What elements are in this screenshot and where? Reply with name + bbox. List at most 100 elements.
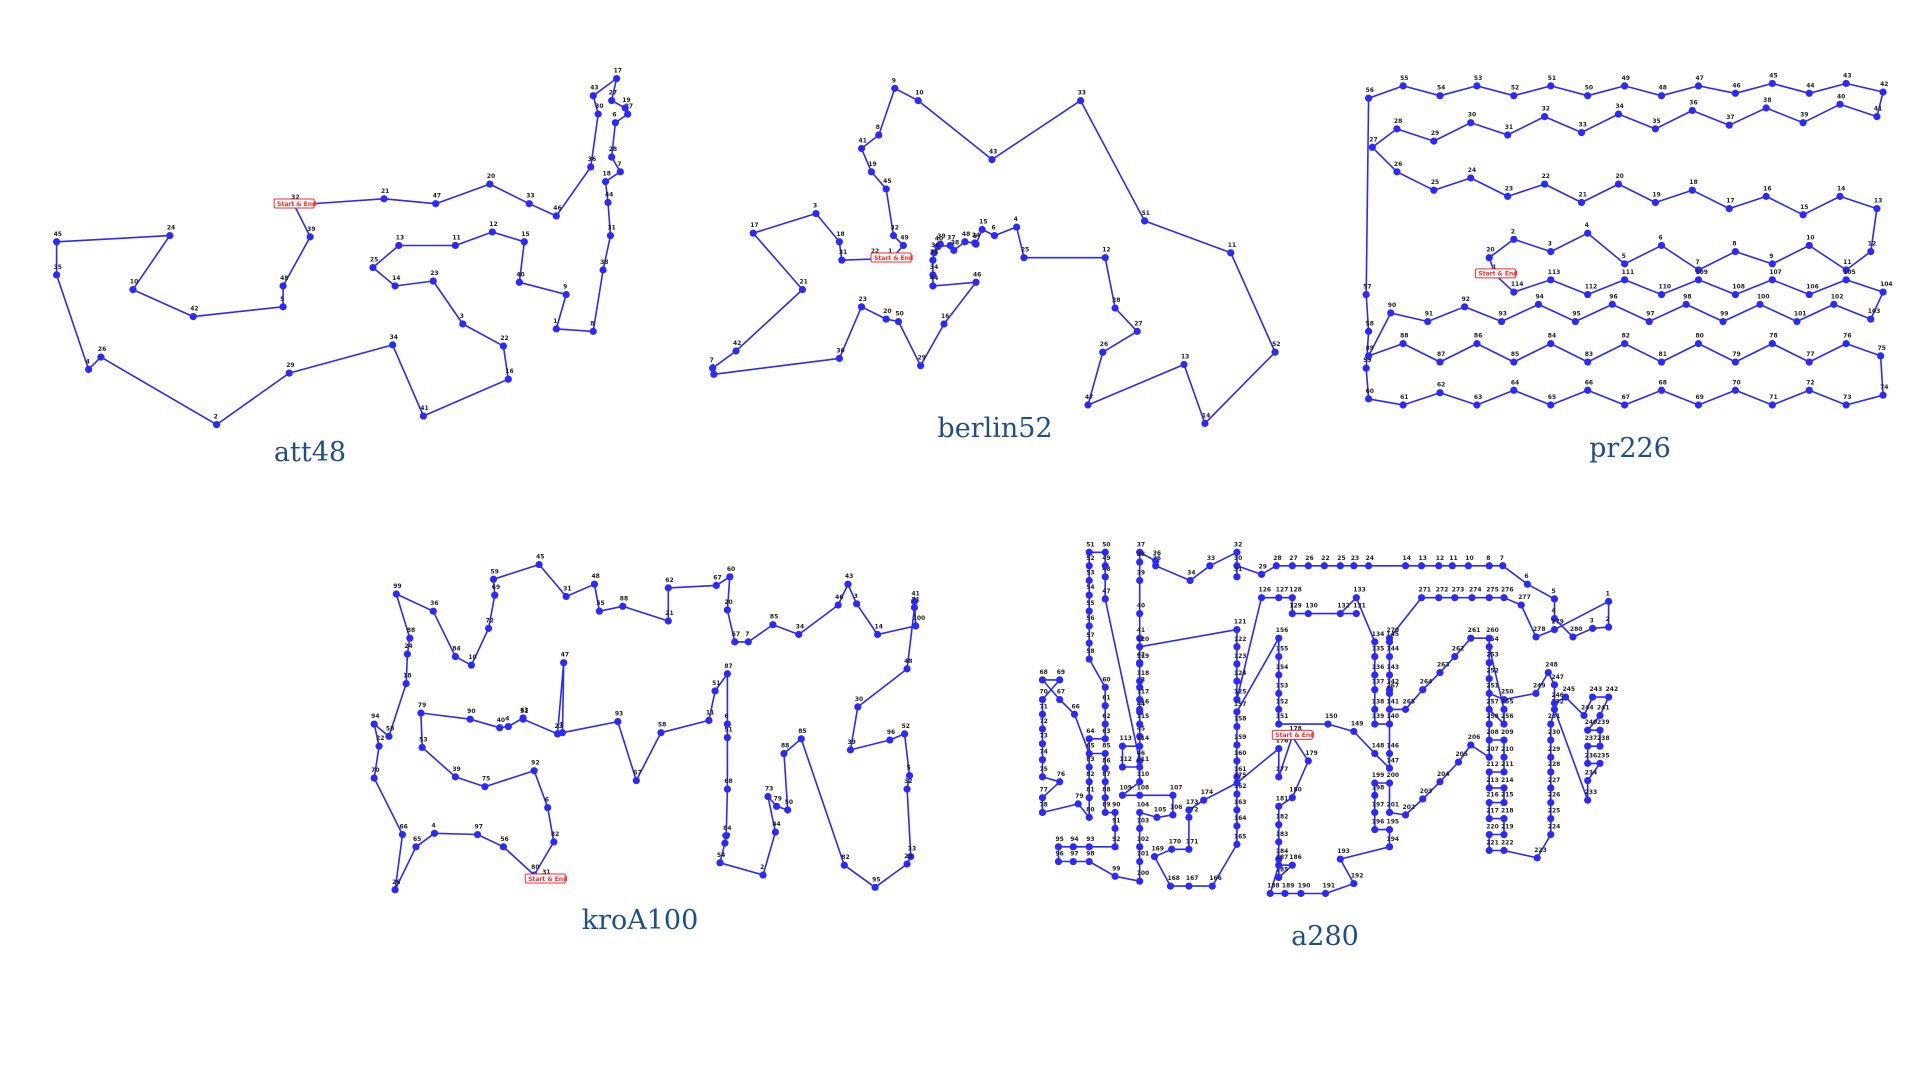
city-label: 278: [1533, 626, 1546, 633]
city-label: 41: [859, 138, 867, 145]
city-node: [1056, 778, 1064, 786]
city-label: 53: [419, 736, 427, 743]
city-label: 13: [1181, 354, 1189, 361]
city-label: 252: [1486, 668, 1499, 675]
city-node: [552, 325, 560, 333]
city-label: 43: [845, 573, 853, 580]
city-label: 54: [717, 852, 725, 859]
city-node: [392, 590, 400, 598]
city-label: 92: [531, 760, 539, 767]
city-node: [552, 212, 560, 220]
city-label: 107: [1170, 784, 1183, 791]
city-node: [1385, 689, 1394, 698]
city-node: [1768, 340, 1776, 348]
city-label: 29: [286, 362, 294, 369]
city-node: [961, 238, 969, 246]
city-node: [723, 670, 731, 678]
city-label: 7: [710, 357, 714, 364]
city-label: 54: [1437, 85, 1445, 92]
city-label: 48: [1102, 566, 1110, 573]
city-label: 79: [774, 795, 782, 802]
city-label: 51: [1086, 541, 1094, 548]
city-label: 106: [1806, 284, 1819, 291]
city-label: 137: [1372, 679, 1385, 686]
city-node: [1275, 838, 1283, 846]
city-node: [1085, 735, 1093, 743]
city-label: 30: [1468, 112, 1476, 119]
city-node: [914, 97, 922, 105]
city-label: 46: [553, 205, 561, 212]
city-label: 7: [1695, 259, 1699, 266]
city-label: 38: [951, 239, 959, 246]
city-node: [530, 767, 538, 775]
city-node: [1169, 791, 1177, 799]
city-label: 133: [1353, 587, 1366, 594]
city-label: 15: [521, 231, 529, 238]
city-node: [1584, 290, 1592, 299]
caption-att48: att48: [273, 437, 347, 468]
city-label: 159: [1234, 734, 1247, 741]
city-node: [1385, 779, 1394, 787]
city-label: 192: [1351, 873, 1364, 880]
city-label: 39: [847, 739, 855, 746]
city-label: 144: [1387, 646, 1400, 653]
city-label: 113: [1548, 269, 1561, 276]
city-label: 58: [386, 725, 394, 732]
city-label: 31: [1234, 566, 1242, 573]
city-label: 27: [609, 90, 617, 97]
city-node: [1485, 736, 1493, 744]
city-label: 77: [1806, 351, 1814, 358]
city-node: [1571, 317, 1579, 326]
city-label: 49: [1102, 555, 1110, 562]
city-node: [1085, 591, 1093, 599]
city-node: [1350, 880, 1358, 888]
city-label: 270: [1387, 627, 1400, 634]
city-node: [1371, 652, 1379, 661]
city-label: 253: [1486, 652, 1499, 659]
city-node: [1436, 358, 1444, 366]
city-label: 216: [1486, 792, 1499, 799]
city-label: 32: [1542, 106, 1550, 113]
city-node: [1461, 303, 1469, 311]
city-label: 151: [1276, 713, 1289, 720]
city-label: 122: [1234, 636, 1247, 643]
city-label: 109: [1695, 269, 1708, 276]
city-label: 3: [854, 593, 858, 600]
city-node: [606, 232, 615, 240]
city-label: 51: [1548, 75, 1556, 82]
city-label: 3: [1548, 241, 1552, 248]
city-node: [1136, 857, 1144, 866]
city-label: 97: [475, 824, 483, 831]
city-label: 46: [1137, 750, 1145, 757]
city-label: 14: [1202, 412, 1210, 419]
city-node: [1873, 112, 1881, 121]
city-label: 227: [1548, 777, 1561, 784]
city-node: [1056, 695, 1064, 704]
city-label: 22: [1321, 555, 1329, 562]
city-node: [525, 200, 533, 208]
city-node: [1206, 562, 1214, 570]
city-label: 26: [1305, 555, 1313, 562]
city-node: [589, 327, 597, 335]
city-label: 2: [214, 414, 218, 421]
city-node: [1657, 241, 1666, 250]
city-node: [53, 238, 61, 246]
city-node: [1336, 855, 1344, 863]
city-node: [189, 313, 197, 321]
city-node: [723, 606, 731, 614]
city-node: [1153, 813, 1161, 821]
city-node: [1233, 790, 1241, 798]
city-label: 31: [563, 585, 571, 592]
city-node: [1166, 882, 1175, 890]
city-node: [391, 282, 399, 290]
city-node: [1614, 180, 1623, 188]
city-label: 109: [1119, 784, 1132, 791]
city-node: [1233, 806, 1241, 814]
city-label: 225: [1548, 808, 1561, 815]
city-node: [1547, 720, 1555, 728]
city-label: 189: [1282, 882, 1295, 889]
city-label: 2: [1511, 228, 1515, 235]
